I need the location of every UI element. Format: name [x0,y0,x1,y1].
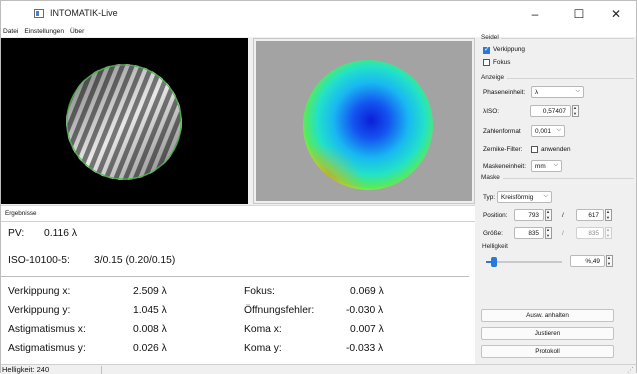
anzeige-group-line [507,78,634,79]
anwenden-label: anwenden [541,146,571,153]
window-title: INTOMATIK-Live [50,8,118,18]
menu-bar: Datei Einstellungen Über [1,27,636,37]
helligkeit-slider-handle[interactable] [491,257,497,267]
tab-ergebnisse[interactable]: Ergebnisse [3,209,39,218]
iso-value: 3/0.15 (0.20/0.15) [94,255,176,266]
helligkeit-group-title: Helligkeit [482,243,508,250]
maskeneinheit-select[interactable]: mm ⌵ [531,160,562,172]
xiso-spinner[interactable] [572,105,579,117]
menu-ueber[interactable]: Über [70,28,85,35]
chevron-down-icon: ⌵ [543,193,548,199]
results-panel: Ergebnisse [1,205,475,364]
pv-label: PV: [8,228,25,239]
astigmatismus-y-label: Astigmatismus y: [8,343,86,354]
status-text: Helligkeit: 240 [2,365,50,374]
protokoll-button[interactable]: Protokoll [481,345,614,358]
verkippung-y-value: 1.045 λ [133,305,167,316]
verkippung-checkbox-label: Verkippung [493,46,525,53]
typ-label: Typ: [483,194,496,201]
seidel-group-line [501,38,634,39]
verkippung-y-label: Verkippung y: [8,305,71,316]
groesse-label: Größe: [483,230,503,237]
xiso-input[interactable]: 0,57407 [530,105,571,117]
phaseneinheit-value: λ [535,89,539,96]
interferogram-view[interactable] [1,38,248,204]
koma-x-value: 0.007 λ [350,324,384,335]
koma-x-label: Koma x: [244,324,282,335]
phaseneinheit-select[interactable]: λ ⌵ [531,86,584,98]
phase-map-view[interactable] [253,38,475,204]
position-divider: / [562,212,564,219]
oeffnungsfehler-label: Öffnungsfehler: [244,305,315,316]
iso-label: ISO-10100-5: [8,255,70,266]
position-x-input[interactable]: 793 [514,209,544,221]
chevron-down-icon: ⌵ [553,162,558,168]
masken-typ-select[interactable]: Kreisförmig ⌵ [497,191,552,203]
zahlenformat-label: Zahlenformat [483,128,521,135]
verkippung-x-label: Verkippung x: [8,286,71,297]
maximize-button[interactable]: ☐ [573,7,585,21]
xiso-label: λISO: [483,108,499,115]
justieren-button[interactable]: Justieren [481,327,614,340]
groesse-x-spinner[interactable] [545,227,552,239]
fokus-label: Fokus: [244,286,275,297]
minimize-button[interactable]: – [531,7,539,21]
seidel-group-title: Seidel [481,34,499,41]
status-bar: Helligkeit: 240 ⋰ [1,364,636,374]
koma-y-label: Koma y: [244,343,282,354]
groesse-x-input[interactable]: 835 [514,227,544,239]
astigmatismus-y-value: 0.026 λ [133,343,167,354]
verkippung-checkbox[interactable] [483,45,490,54]
position-y-input[interactable]: 617 [576,209,604,221]
fokus-value: 0.069 λ [350,286,384,297]
position-y-spinner[interactable] [605,209,612,221]
phase-map-image [303,60,433,190]
zahlenformat-select[interactable]: 0,001 ⌵ [531,125,565,137]
verkippung-x-value: 2.509 λ [133,286,167,297]
maskeneinheit-label: Maskeneinheit: [483,163,526,170]
astigmatismus-x-label: Astigmatismus x: [8,324,86,335]
maskeneinheit-value: mm [535,163,546,170]
chevron-down-icon: ⌵ [575,88,580,94]
groesse-y-spinner[interactable] [605,227,612,239]
resize-grip-icon[interactable]: ⋰ [627,367,634,374]
helligkeit-value-input[interactable]: %,49 [570,255,605,267]
anwenden-checkbox[interactable] [531,146,538,153]
zahlenformat-value: 0,001 [535,128,551,135]
pv-value: 0.116 λ [44,228,78,239]
position-x-spinner[interactable] [545,209,552,221]
groesse-divider: / [562,230,564,237]
close-button[interactable]: ✕ [610,7,622,21]
status-divider [101,366,102,374]
results-divider [1,276,469,277]
groesse-y-input[interactable]: 835 [576,227,604,239]
helligkeit-slider-track[interactable] [486,261,562,263]
fokus-checkbox[interactable] [483,59,490,66]
astigmatismus-x-value: 0.008 λ [133,324,167,335]
maske-group-line [503,178,634,179]
oeffnungsfehler-value: -0.030 λ [346,305,384,316]
position-label: Position: [483,212,508,219]
auswertung-anhalten-button[interactable]: Ausw. anhalten [481,309,614,322]
maske-group-title: Maske [481,174,500,181]
app-icon [34,9,44,18]
helligkeit-spinner[interactable] [606,255,613,267]
interferogram-image [66,64,182,180]
mask-circle [66,64,182,180]
menu-datei[interactable]: Datei [3,28,19,35]
chevron-down-icon: ⌵ [556,127,561,133]
title-bar: INTOMATIK-Live – ☐ ✕ [1,1,636,27]
helligkeit-slider-fill [486,261,491,263]
phase-map-background [256,41,472,201]
masken-typ-value: Kreisförmig [501,194,534,201]
koma-y-value: -0.033 λ [346,343,384,354]
menu-einstellungen[interactable]: Einstellungen [24,28,64,35]
fokus-checkbox-label: Fokus [493,59,511,66]
anzeige-group-title: Anzeige [481,74,505,81]
results-tab-divider [1,221,475,222]
zernike-filter-label: Zernike-Filter: [483,146,523,153]
phaseneinheit-label: Phaseneinheit: [483,89,526,96]
